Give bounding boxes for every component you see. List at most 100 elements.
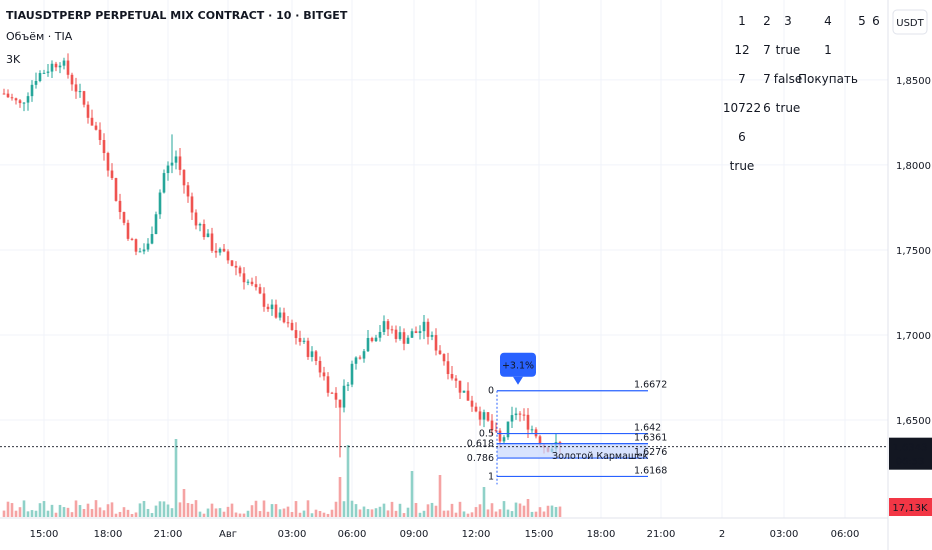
volume-bar [66,507,70,517]
x-tick-label: 15:00 [30,529,59,540]
candle-body [138,251,142,253]
volume-bar [70,512,74,517]
volume-bar [302,510,306,517]
currency-button[interactable]: USDT [892,9,928,35]
volume-bar [90,508,94,517]
volume-bar [294,501,298,517]
candle [18,98,22,108]
candle-body [218,248,222,253]
candle [250,277,254,287]
volume-bar [14,510,18,517]
volume-bar [318,510,322,517]
candle [34,72,38,89]
x-tick-label: 21:00 [647,529,676,540]
candle-body [166,165,170,174]
table-cell: 6 [738,130,746,144]
candle [486,412,490,422]
candle [298,330,302,346]
change-callout[interactable]: +3.1% [500,352,536,385]
volume-bar [262,500,266,517]
candle [510,406,514,428]
candle-body [310,351,314,357]
candle-body [518,413,522,415]
volume-bar [26,511,30,517]
candle-body [530,429,534,431]
candle-body [158,192,162,215]
volume-bar [522,505,526,517]
callout-pointer [513,376,523,385]
candle-body [54,63,58,68]
candle-body [358,357,362,359]
candle [326,372,330,397]
candle [66,53,70,79]
volume-bar [418,512,422,517]
candle-body [298,338,302,342]
volume-bar [558,506,562,517]
candle [382,315,386,336]
candle-body [90,117,94,126]
candle-body [450,374,454,379]
candle [46,64,50,77]
golden-pocket-zone[interactable] [497,443,648,459]
candle-body [270,304,274,310]
candle-body [390,329,394,331]
candle-body [350,363,354,385]
volume-bar [282,508,286,517]
candle [478,406,482,426]
volume-bar [406,507,410,517]
fib-level-value: 1.6276 [634,447,667,458]
volume-indicator-label[interactable]: Объём · TIA [6,30,73,43]
candle-body [526,414,530,430]
callout-text: +3.1% [502,361,534,372]
volume-bar [442,510,446,517]
currency-button-frame[interactable] [892,9,928,35]
candle [158,189,162,219]
candle-body [302,340,306,342]
fibonacci-retracement[interactable]: 0 1.6672 0.5 1.642 0.618 1.6361 0.786 1.6276 1 1.… [467,380,667,485]
table-cell: 1 [738,14,746,28]
volume-bar [362,506,366,517]
volume-bar [170,508,174,517]
volume-bar [74,500,78,517]
volume-bar [370,509,374,517]
symbol-title[interactable]: TIAUSDTPERP PERPETUAL MIX CONTRACT · 10 … [6,9,348,22]
volume-bar [166,504,170,517]
candle-body [438,350,442,355]
candle-body [290,322,294,331]
candle-body [294,330,298,339]
volume-bar [50,504,54,517]
candle [434,328,438,356]
candle [226,249,230,264]
volume-bar [230,503,234,517]
candle [366,329,370,352]
candle [82,90,86,108]
volume-bar [338,477,342,517]
volume-bar [174,439,178,517]
volume-bar [554,506,558,517]
candle-body [466,390,470,401]
volume-bar [298,512,302,517]
candle [378,325,382,342]
candle-body [82,91,86,105]
candle-body [502,437,506,442]
candle-body [154,214,158,235]
candle-body [182,169,186,186]
candle-body [338,399,342,408]
volume-bar [126,509,130,517]
candle-body [386,321,390,330]
candle-body [66,60,70,75]
candle [186,181,190,203]
volume-bar [146,508,150,517]
table-cell: false [773,72,803,86]
table-cell: 12 [734,43,750,57]
candle-body [430,335,434,337]
volume-bar [54,512,58,517]
fib-level-label: 0.618 [467,439,494,450]
candle-body [422,321,426,332]
callout-bubble[interactable] [500,352,536,377]
volume-last-label: 17,13K [892,503,928,514]
candle-body [50,63,54,72]
candle-body [314,351,318,361]
candle [422,315,426,340]
